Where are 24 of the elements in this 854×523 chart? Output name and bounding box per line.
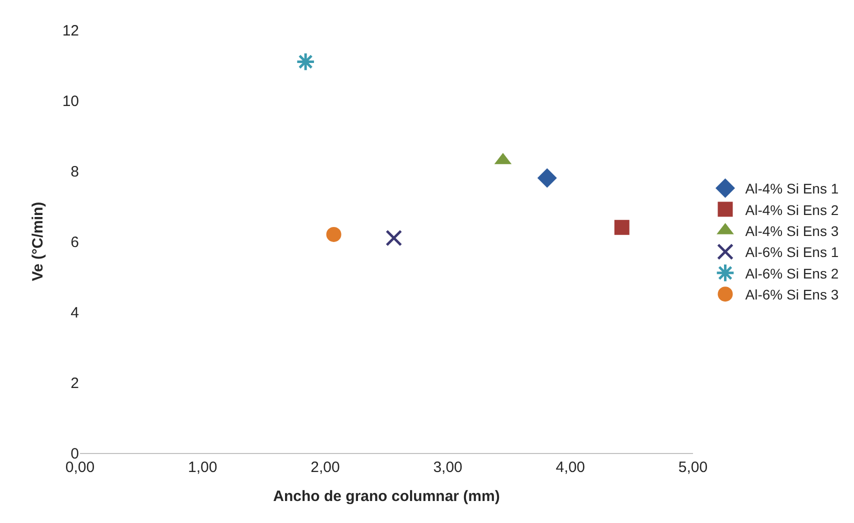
x-tick-label: 3,00 [433,459,462,476]
x-tick-label: 2,00 [310,459,340,476]
y-tick-label: 2 [70,374,79,392]
legend-label: Al-4% Si Ens 3 [745,222,839,239]
y-tick-label: 8 [70,163,79,180]
y-tick-label: 10 [62,92,79,110]
y-axis-title: Ve (°C/min) [30,202,47,282]
y-tick-label: 4 [70,304,79,322]
point [537,168,557,188]
point [386,230,402,246]
y-tick-label: 12 [62,22,79,40]
point [296,52,316,72]
legend-label: Al-6% Si Ens 1 [745,244,839,260]
point [614,220,630,235]
legend-label: Al-4% Si Ens 2 [745,202,839,218]
legend-label: Al-6% Si Ens 3 [745,286,839,303]
x-tick-label: 4,00 [556,459,585,476]
x-axis-title: Ancho de grano columnar (mm) [273,488,500,505]
point [326,226,342,242]
x-tick-label: 1,00 [188,459,218,476]
legend-label: Al-4% Si Ens 1 [745,180,839,197]
legend-label: Al-6% Si Ens 2 [745,265,839,282]
x-tick-label: 5,00 [678,459,708,476]
y-tick-label: 6 [70,234,79,251]
